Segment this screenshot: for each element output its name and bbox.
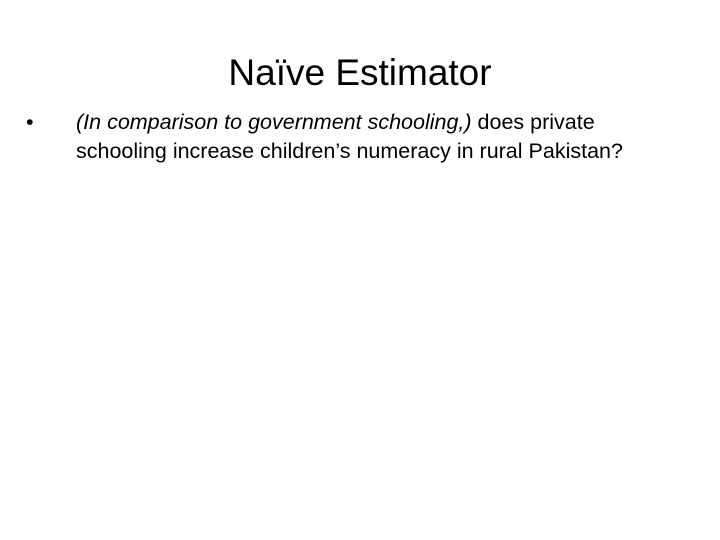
bullet-list: • (In comparison to government schooling,… bbox=[24, 108, 664, 166]
bullet-item: • (In comparison to government schooling,… bbox=[24, 108, 664, 166]
bullet-text: does private schooling increase children… bbox=[76, 110, 623, 163]
bullet-italic-text: (In comparison to government schooling,) bbox=[76, 110, 472, 134]
bullet-icon: • bbox=[26, 110, 34, 134]
slide-title: Naïve Estimator bbox=[228, 51, 492, 93]
